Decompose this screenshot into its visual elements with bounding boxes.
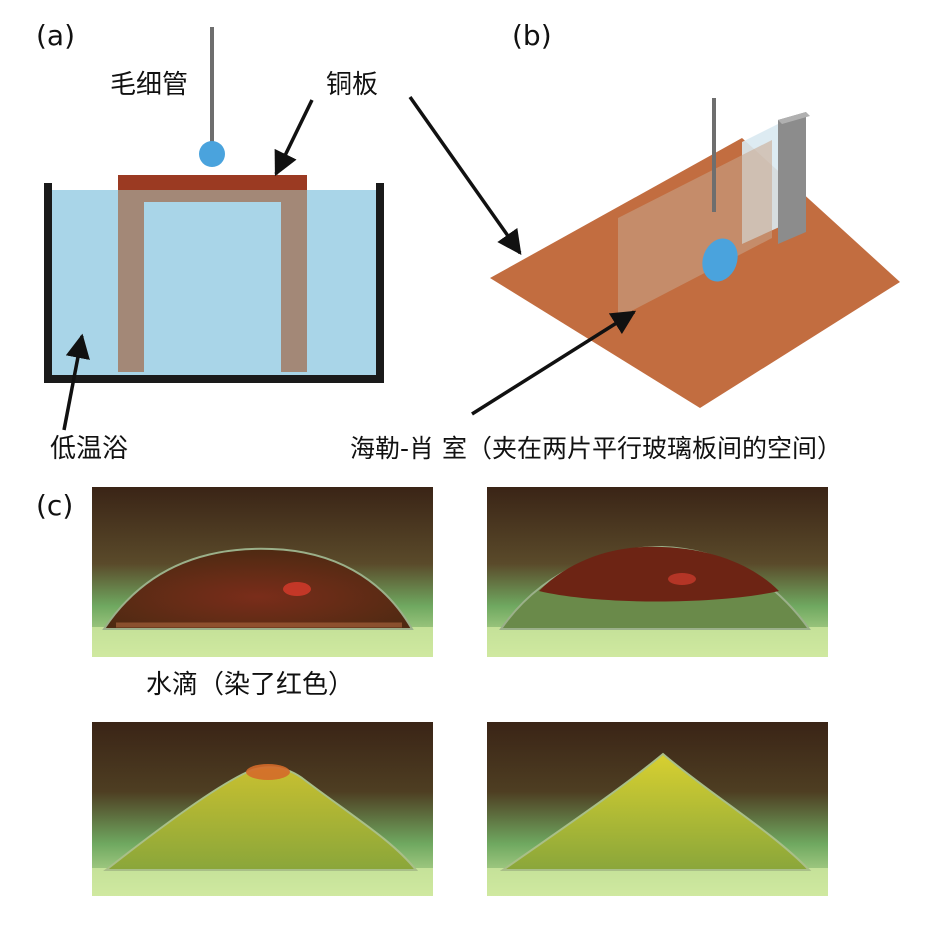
arrow-icon: [274, 99, 314, 177]
bath-container: [44, 183, 384, 383]
droplet-label: 水滴（染了红色）: [146, 670, 355, 700]
panel-a-tag: (a): [36, 19, 76, 52]
capillary-label: 毛细管: [110, 70, 189, 100]
support-right: [281, 188, 307, 372]
droplet-photo-4: [487, 722, 828, 896]
cold-bath-label: 低温浴: [50, 434, 129, 464]
panels-ab-drawing: [44, 27, 900, 431]
arrow-icon: [408, 95, 522, 256]
panel-c-tag: (c): [36, 489, 74, 522]
cold-bath-water: [48, 190, 377, 376]
arrow-icon: [471, 310, 637, 416]
copper-plate-label: 铜板: [326, 70, 379, 100]
glass-support-front: [778, 112, 806, 244]
copper-plate: [118, 175, 307, 190]
support-top: [118, 188, 307, 202]
hele-shaw-label: 海勒-肖 室（夹在两片平行玻璃板间的空间）: [350, 434, 842, 463]
droplet-photo-2: [487, 487, 828, 657]
support-left: [118, 188, 144, 372]
water-drop-b: [702, 238, 738, 282]
panel-b-diagram: [408, 95, 900, 416]
droplet-photo-3: [92, 722, 433, 896]
water-drop-a: [199, 141, 225, 167]
glass-support-top: [778, 112, 810, 124]
panel-a-diagram: [44, 27, 384, 431]
panel-b-tag: (b): [512, 19, 552, 52]
droplet-photo-1: [92, 487, 433, 657]
hele-shaw-glass: [618, 140, 772, 318]
arrow-icon: [62, 333, 90, 431]
